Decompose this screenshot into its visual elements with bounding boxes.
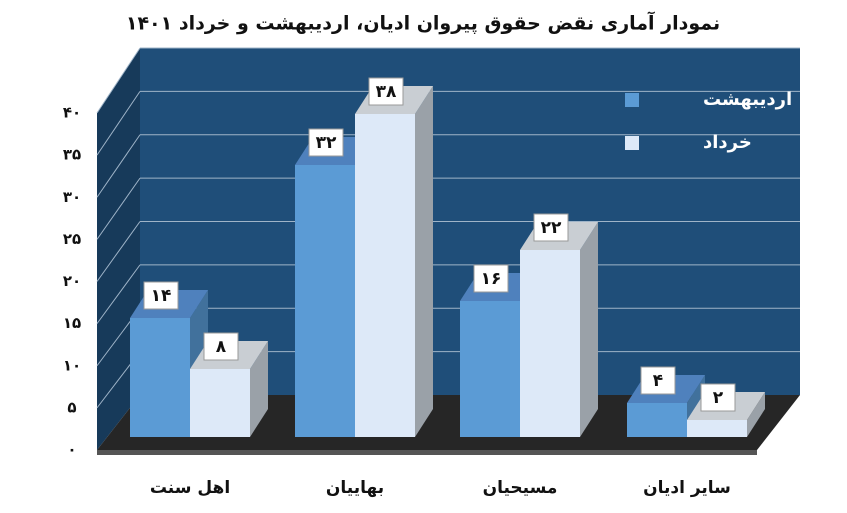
value-label-box — [143, 281, 179, 310]
floor — [97, 395, 800, 450]
y-tick-label: ۲۰ — [63, 272, 81, 290]
value-label: ۳۸ — [376, 82, 397, 102]
chart-title: نمودار آماری نقض حقوق پیروان ادیان، اردی… — [126, 11, 720, 35]
y-tick-label: ۱۰ — [63, 356, 81, 374]
bar — [130, 318, 190, 437]
grid-line — [96, 264, 141, 324]
x-tick-label: مسیحیان — [483, 478, 558, 498]
value-label-box — [308, 128, 344, 157]
bar — [627, 403, 687, 437]
value-label: ۴ — [653, 371, 663, 391]
bar-side — [580, 222, 598, 437]
value-label: ۱۴ — [151, 286, 172, 306]
value-label-box — [203, 332, 239, 361]
bar — [460, 301, 520, 437]
bar-side — [747, 392, 765, 437]
legend-swatch — [625, 136, 639, 150]
x-tick-label: بهاییان — [326, 478, 384, 498]
y-tick-label: ۴۰ — [63, 104, 81, 122]
grid-line — [96, 47, 141, 114]
y-tick-label: ۲۵ — [63, 230, 81, 248]
x-tick-label: سایر ادیان — [643, 478, 731, 498]
y-tick-label: ۳۰ — [63, 188, 81, 206]
y-tick-label: ۰ — [67, 441, 76, 459]
bar — [190, 369, 250, 437]
grid-line — [96, 91, 141, 156]
bar — [355, 114, 415, 437]
floor-edge — [97, 450, 757, 455]
value-label: ۸ — [216, 337, 227, 357]
grid-line — [96, 177, 141, 240]
grid-line — [96, 221, 141, 282]
legend-swatch — [625, 93, 639, 107]
value-label: ۲۲ — [541, 218, 562, 238]
x-tick-label: اهل سنت — [150, 478, 230, 498]
bar — [295, 165, 355, 437]
y-tick-label: ۱۵ — [63, 314, 81, 332]
legend-label: خرداد — [703, 132, 752, 153]
side-wall — [97, 48, 140, 450]
bar — [687, 420, 747, 437]
value-label: ۲ — [713, 388, 724, 408]
value-label-box — [473, 264, 509, 293]
y-tick-label: ۳۵ — [63, 146, 81, 164]
value-label-box — [368, 77, 404, 106]
y-tick-label: ۵ — [67, 398, 76, 416]
bar-side — [250, 341, 268, 437]
legend-label: اردیبهشت — [703, 89, 792, 110]
grid-line — [96, 134, 141, 198]
value-label: ۳۲ — [316, 133, 337, 153]
value-label-box — [640, 366, 676, 395]
value-label-box — [533, 213, 569, 242]
bar — [520, 250, 580, 437]
value-label: ۱۶ — [481, 269, 502, 289]
bar-side — [415, 86, 433, 437]
value-label-box — [700, 383, 736, 412]
